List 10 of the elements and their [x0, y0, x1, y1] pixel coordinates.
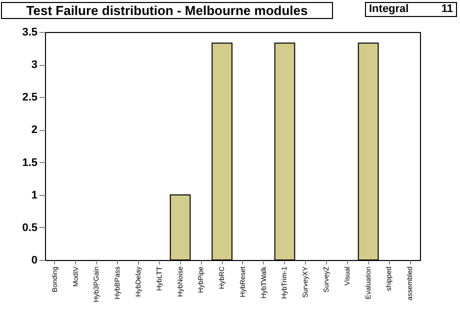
y-tick-label: 2.5 [22, 92, 38, 104]
y-tick-label: 3.5 [22, 26, 38, 38]
y-tick-label: 1.5 [22, 156, 38, 169]
y-tick-label: 1 [31, 189, 38, 202]
y-tick-label: 3 [31, 59, 38, 72]
y-tick-label: 0 [31, 254, 38, 266]
y-tick-label: 0.5 [22, 222, 38, 234]
chart-title: Test Failure distribution - Melbourne modules [1, 2, 333, 19]
y-tick-label: 2 [31, 124, 38, 136]
text: Integral 11 [369, 3, 453, 15]
